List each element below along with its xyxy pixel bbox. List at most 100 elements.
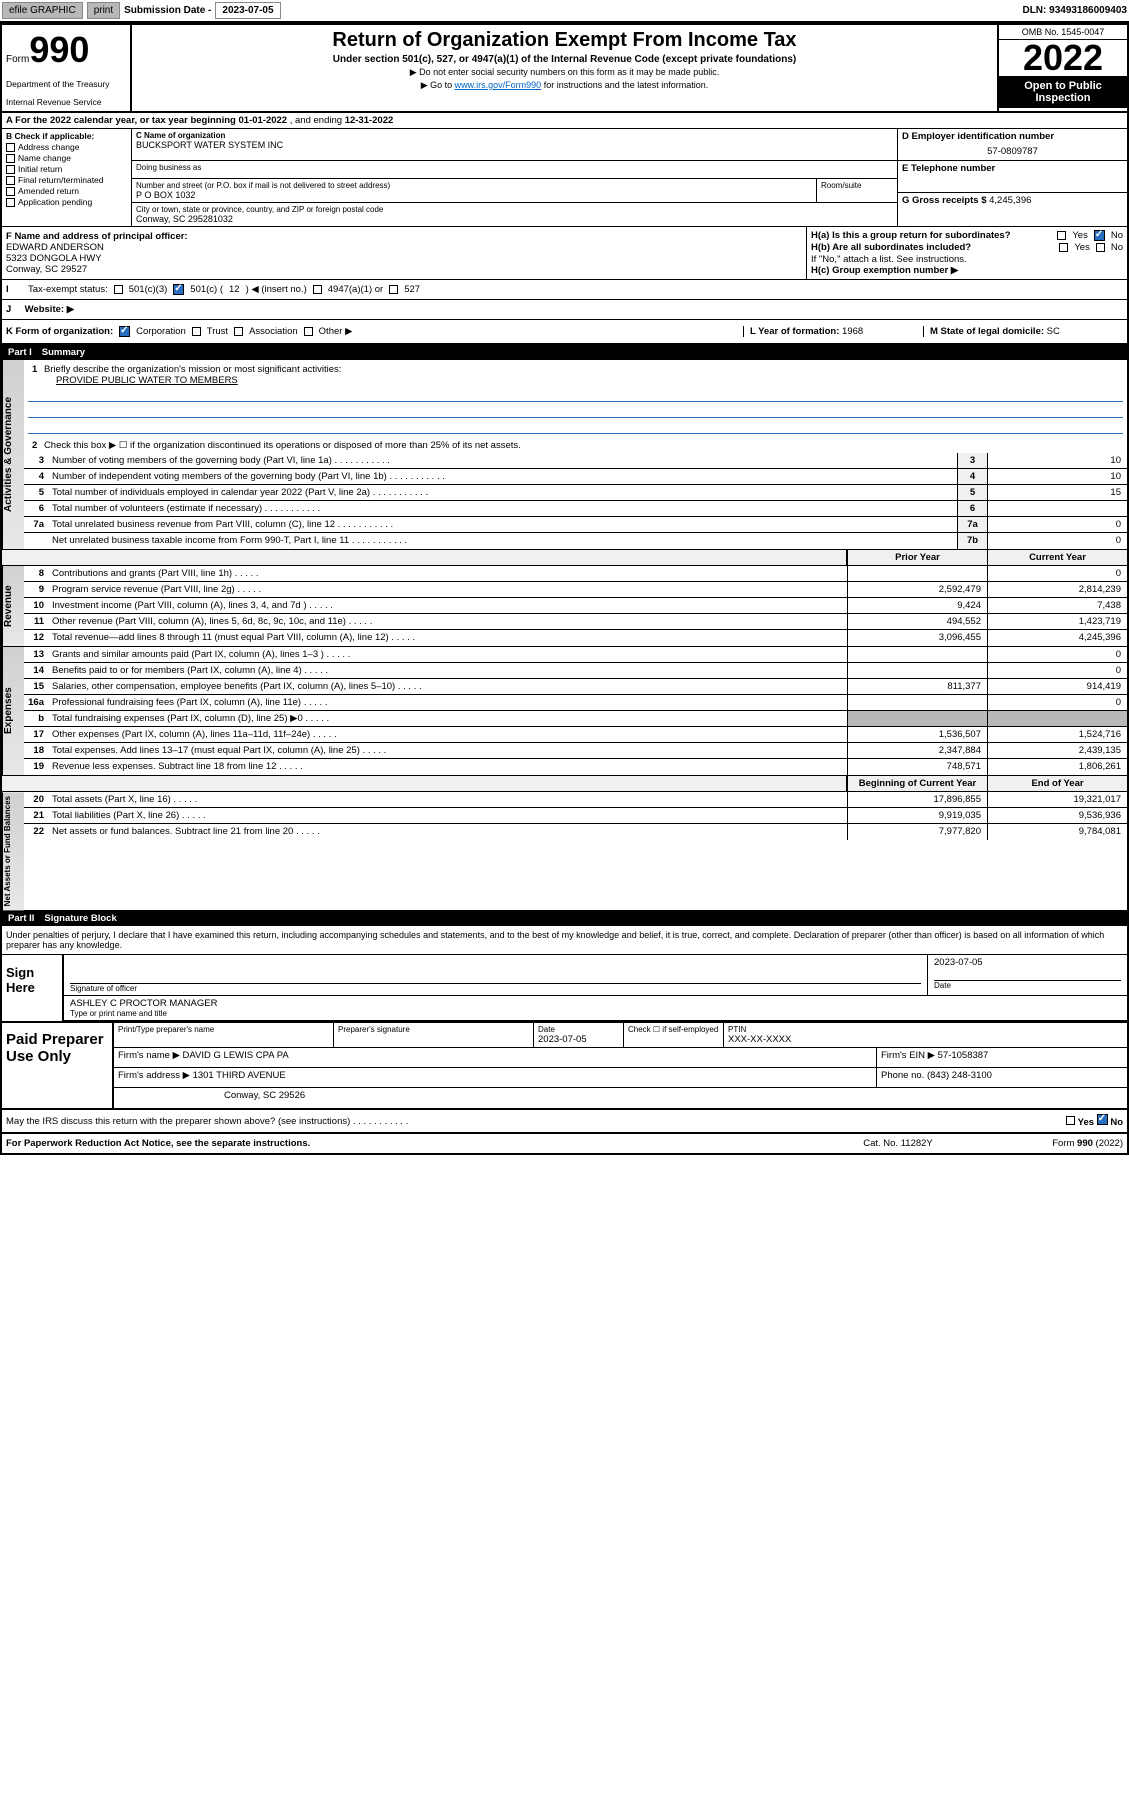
chk-other[interactable]	[304, 327, 313, 336]
chk-corporation[interactable]	[119, 326, 130, 337]
chk-application-pending[interactable]	[6, 198, 15, 207]
data-row: 15Salaries, other compensation, employee…	[24, 679, 1127, 695]
chk-discuss-no[interactable]	[1097, 1114, 1108, 1125]
irs-discuss-q: May the IRS discuss this return with the…	[6, 1116, 350, 1127]
expenses-tab: Expenses	[2, 647, 24, 775]
balance-header-row: Beginning of Current Year End of Year	[2, 776, 1127, 792]
h-c-label: H(c) Group exemption number ▶	[811, 265, 1123, 276]
form-number: 990	[29, 29, 89, 70]
h-note: If "No," attach a list. See instructions…	[811, 254, 1123, 265]
print-btn[interactable]: print	[87, 2, 120, 19]
chk-hb-no[interactable]	[1096, 243, 1105, 252]
header-mid: Return of Organization Exempt From Incom…	[132, 25, 997, 111]
data-row: 20Total assets (Part X, line 16)17,896,8…	[24, 792, 1127, 808]
data-row: bTotal fundraising expenses (Part IX, co…	[24, 711, 1127, 727]
gov-row: Net unrelated business taxable income fr…	[24, 533, 1127, 549]
col-b-checkboxes: B Check if applicable: Address change Na…	[2, 129, 132, 226]
sign-date: 2023-07-05	[934, 957, 1121, 968]
firm-addr1: 1301 THIRD AVENUE	[193, 1070, 286, 1081]
firm-phone: (843) 248-3100	[927, 1070, 992, 1081]
data-row: 17Other expenses (Part IX, column (A), l…	[24, 727, 1127, 743]
chk-4947[interactable]	[313, 285, 322, 294]
chk-527[interactable]	[389, 285, 398, 294]
chk-name-change[interactable]	[6, 154, 15, 163]
col-b-label: B Check if applicable:	[6, 131, 127, 141]
chk-final-return[interactable]	[6, 176, 15, 185]
row-i-tax-status: I Tax-exempt status: 501(c)(3) 501(c) ( …	[2, 280, 1127, 299]
dln: DLN: 93493186009403	[1022, 5, 1127, 16]
sig-officer-label: Signature of officer	[70, 984, 921, 993]
gov-row: 7aTotal unrelated business revenue from …	[24, 517, 1127, 533]
form-header: Form990 Department of the Treasury Inter…	[2, 25, 1127, 113]
chk-ha-no[interactable]	[1094, 230, 1105, 241]
governance-tab: Activities & Governance	[2, 360, 24, 549]
expenses-section: Expenses 13Grants and similar amounts pa…	[2, 647, 1127, 776]
net-assets-tab: Net Assets or Fund Balances	[2, 792, 24, 910]
data-row: 22Net assets or fund balances. Subtract …	[24, 824, 1127, 840]
row-k-l-m: K Form of organization: Corporation Trus…	[2, 320, 1127, 345]
cat-number: Cat. No. 11282Y	[823, 1138, 973, 1149]
chk-discuss-yes[interactable]	[1066, 1116, 1075, 1125]
chk-amended-return[interactable]	[6, 187, 15, 196]
part1-header: Part I Summary	[2, 345, 1127, 360]
officer-name: EDWARD ANDERSON	[6, 242, 802, 253]
k-label: K Form of organization:	[6, 326, 113, 337]
chk-hb-yes[interactable]	[1059, 243, 1068, 252]
current-year-hdr: Current Year	[987, 550, 1127, 565]
sign-date-label: Date	[934, 981, 1121, 990]
sub-label: Submission Date -	[124, 5, 211, 16]
row-j-website: J Website: ▶	[2, 299, 1127, 319]
l-value: 1968	[842, 326, 863, 337]
officer-label: F Name and address of principal officer:	[6, 231, 802, 242]
h-a-label: H(a) Is this a group return for subordin…	[811, 230, 1053, 241]
governance-section: Activities & Governance 1 Briefly descri…	[2, 360, 1127, 550]
header-right: OMB No. 1545-0047 2022 Open to Public In…	[997, 25, 1127, 111]
form-word: Form	[6, 54, 29, 65]
data-row: 8Contributions and grants (Part VIII, li…	[24, 566, 1127, 582]
irs-link[interactable]: www.irs.gov/Form990	[455, 80, 542, 90]
section-f-h: F Name and address of principal officer:…	[2, 227, 1127, 280]
addr-label: Number and street (or P.O. box if mail i…	[136, 181, 812, 190]
boy-hdr: Beginning of Current Year	[847, 776, 987, 791]
gov-row: 5Total number of individuals employed in…	[24, 485, 1127, 501]
m-value: SC	[1047, 326, 1060, 337]
gov-row: 6Total number of volunteers (estimate if…	[24, 501, 1127, 517]
sub-date: 2023-07-05	[215, 2, 280, 19]
col-f-officer: F Name and address of principal officer:…	[2, 227, 807, 279]
self-employed-label: Check ☐ if self-employed	[628, 1025, 719, 1034]
line-2: Check this box ▶ ☐ if the organization d…	[44, 440, 521, 451]
row-a-tax-year: A For the 2022 calendar year, or tax yea…	[2, 113, 1127, 129]
paid-preparer-label: Paid Preparer Use Only	[2, 1023, 112, 1108]
prep-date: 2023-07-05	[538, 1034, 619, 1045]
m-label: M State of legal domicile:	[930, 326, 1047, 337]
sign-here-label: Sign Here	[2, 955, 62, 1021]
efile-btn[interactable]: efile GRAPHIC	[2, 2, 83, 19]
footer: For Paperwork Reduction Act Notice, see …	[2, 1134, 1127, 1153]
chk-501c3[interactable]	[114, 285, 123, 294]
revenue-section: Revenue 8Contributions and grants (Part …	[2, 566, 1127, 647]
signer-name: ASHLEY C PROCTOR MANAGER	[70, 998, 1121, 1009]
chk-trust[interactable]	[192, 327, 201, 336]
mission-label: Briefly describe the organization's miss…	[44, 364, 342, 375]
data-row: 16aProfessional fundraising fees (Part I…	[24, 695, 1127, 711]
city-label: City or town, state or province, country…	[136, 205, 893, 214]
gov-row: 3Number of voting members of the governi…	[24, 453, 1127, 469]
officer-addr1: 5323 DONGOLA HWY	[6, 253, 802, 264]
paperwork-notice: For Paperwork Reduction Act Notice, see …	[6, 1138, 823, 1149]
chk-association[interactable]	[234, 327, 243, 336]
row-i-j: I Tax-exempt status: 501(c)(3) 501(c) ( …	[2, 280, 1127, 320]
year-header-row: b Prior Year Current Year	[2, 550, 1127, 566]
penalty-statement: Under penalties of perjury, I declare th…	[2, 926, 1127, 955]
form-note2: ▶ Go to www.irs.gov/Form990 for instruct…	[136, 80, 993, 91]
irs-discuss-row: May the IRS discuss this return with the…	[2, 1110, 1127, 1134]
chk-address-change[interactable]	[6, 143, 15, 152]
chk-initial-return[interactable]	[6, 165, 15, 174]
form-subtitle: Under section 501(c), 527, or 4947(a)(1)…	[136, 54, 993, 65]
room-label: Room/suite	[821, 181, 893, 190]
data-row: 11Other revenue (Part VIII, column (A), …	[24, 614, 1127, 630]
chk-ha-yes[interactable]	[1057, 231, 1066, 240]
ein-value: 57-0809787	[902, 146, 1123, 157]
chk-501c[interactable]	[173, 284, 184, 295]
sign-here-block: Sign Here Signature of officer 2023-07-0…	[2, 955, 1127, 1023]
data-row: 13Grants and similar amounts paid (Part …	[24, 647, 1127, 663]
